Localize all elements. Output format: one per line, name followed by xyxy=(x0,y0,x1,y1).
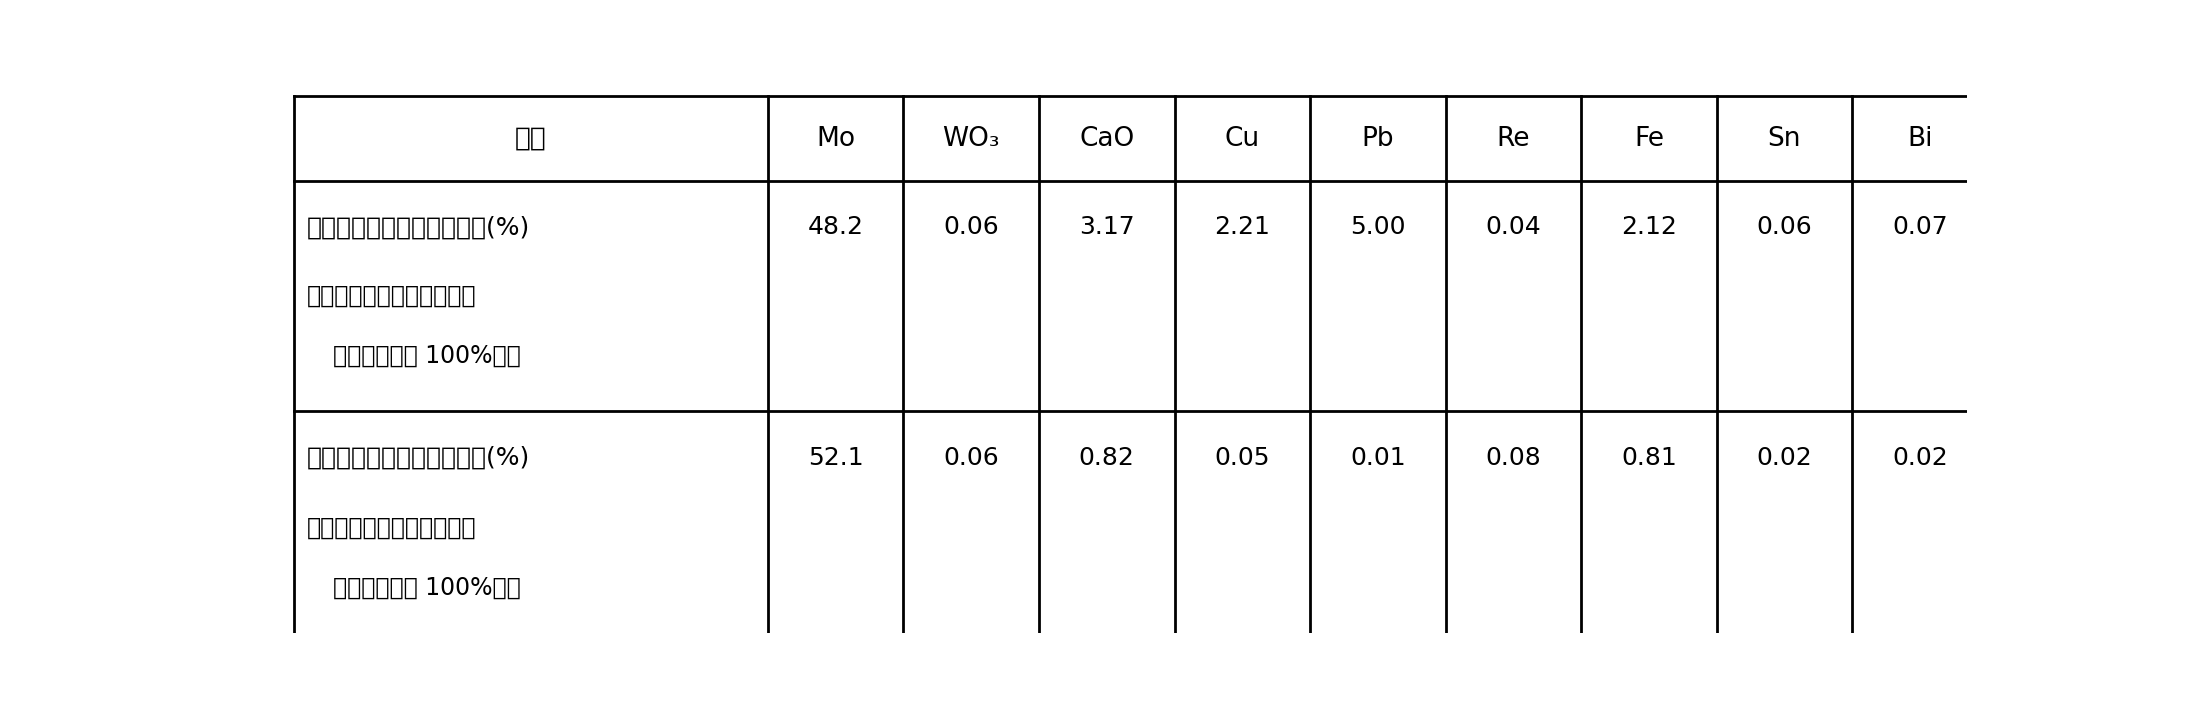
Text: 0.06: 0.06 xyxy=(944,446,999,469)
Text: 0.81: 0.81 xyxy=(1622,446,1677,469)
Text: 0.01: 0.01 xyxy=(1351,446,1406,469)
Text: 3.17: 3.17 xyxy=(1080,215,1135,239)
Text: 粉体的质量为 100%计）: 粉体的质量为 100%计） xyxy=(332,576,520,600)
Text: 0.06: 0.06 xyxy=(1758,215,1812,239)
Text: 0.06: 0.06 xyxy=(944,215,999,239)
Text: （以处理前高铅含铼钼精矿: （以处理前高铅含铼钼精矿 xyxy=(306,284,477,308)
Text: 52.1: 52.1 xyxy=(809,446,863,469)
Text: WO₃: WO₃ xyxy=(942,126,999,151)
Text: 0.05: 0.05 xyxy=(1215,446,1270,469)
Text: Pb: Pb xyxy=(1362,126,1395,151)
Text: 处理后高铅含铼钼精矿粉体(%): 处理后高铅含铼钼精矿粉体(%) xyxy=(306,446,531,469)
Text: 0.82: 0.82 xyxy=(1080,446,1135,469)
Text: Fe: Fe xyxy=(1633,126,1664,151)
Text: 2.21: 2.21 xyxy=(1215,215,1270,239)
Text: Bi: Bi xyxy=(1906,126,1932,151)
Text: 48.2: 48.2 xyxy=(807,215,863,239)
Text: Cu: Cu xyxy=(1224,126,1259,151)
Text: 0.08: 0.08 xyxy=(1486,446,1541,469)
Text: 元素: 元素 xyxy=(516,126,546,151)
Text: 粉体的质量为 100%计）: 粉体的质量为 100%计） xyxy=(332,344,520,368)
Text: Re: Re xyxy=(1497,126,1530,151)
Text: CaO: CaO xyxy=(1080,126,1135,151)
Text: 0.02: 0.02 xyxy=(1758,446,1812,469)
Text: Sn: Sn xyxy=(1768,126,1801,151)
Text: 处理前高铅含铼钼精矿粉体(%): 处理前高铅含铼钼精矿粉体(%) xyxy=(306,215,531,239)
Text: 5.00: 5.00 xyxy=(1351,215,1406,239)
Text: 0.02: 0.02 xyxy=(1893,446,1948,469)
Text: 0.07: 0.07 xyxy=(1893,215,1948,239)
Text: 2.12: 2.12 xyxy=(1622,215,1677,239)
Text: （以处理后高铅含铼钼精矿: （以处理后高铅含铼钼精矿 xyxy=(306,515,477,540)
Text: 0.04: 0.04 xyxy=(1486,215,1541,239)
Text: Mo: Mo xyxy=(815,126,855,151)
